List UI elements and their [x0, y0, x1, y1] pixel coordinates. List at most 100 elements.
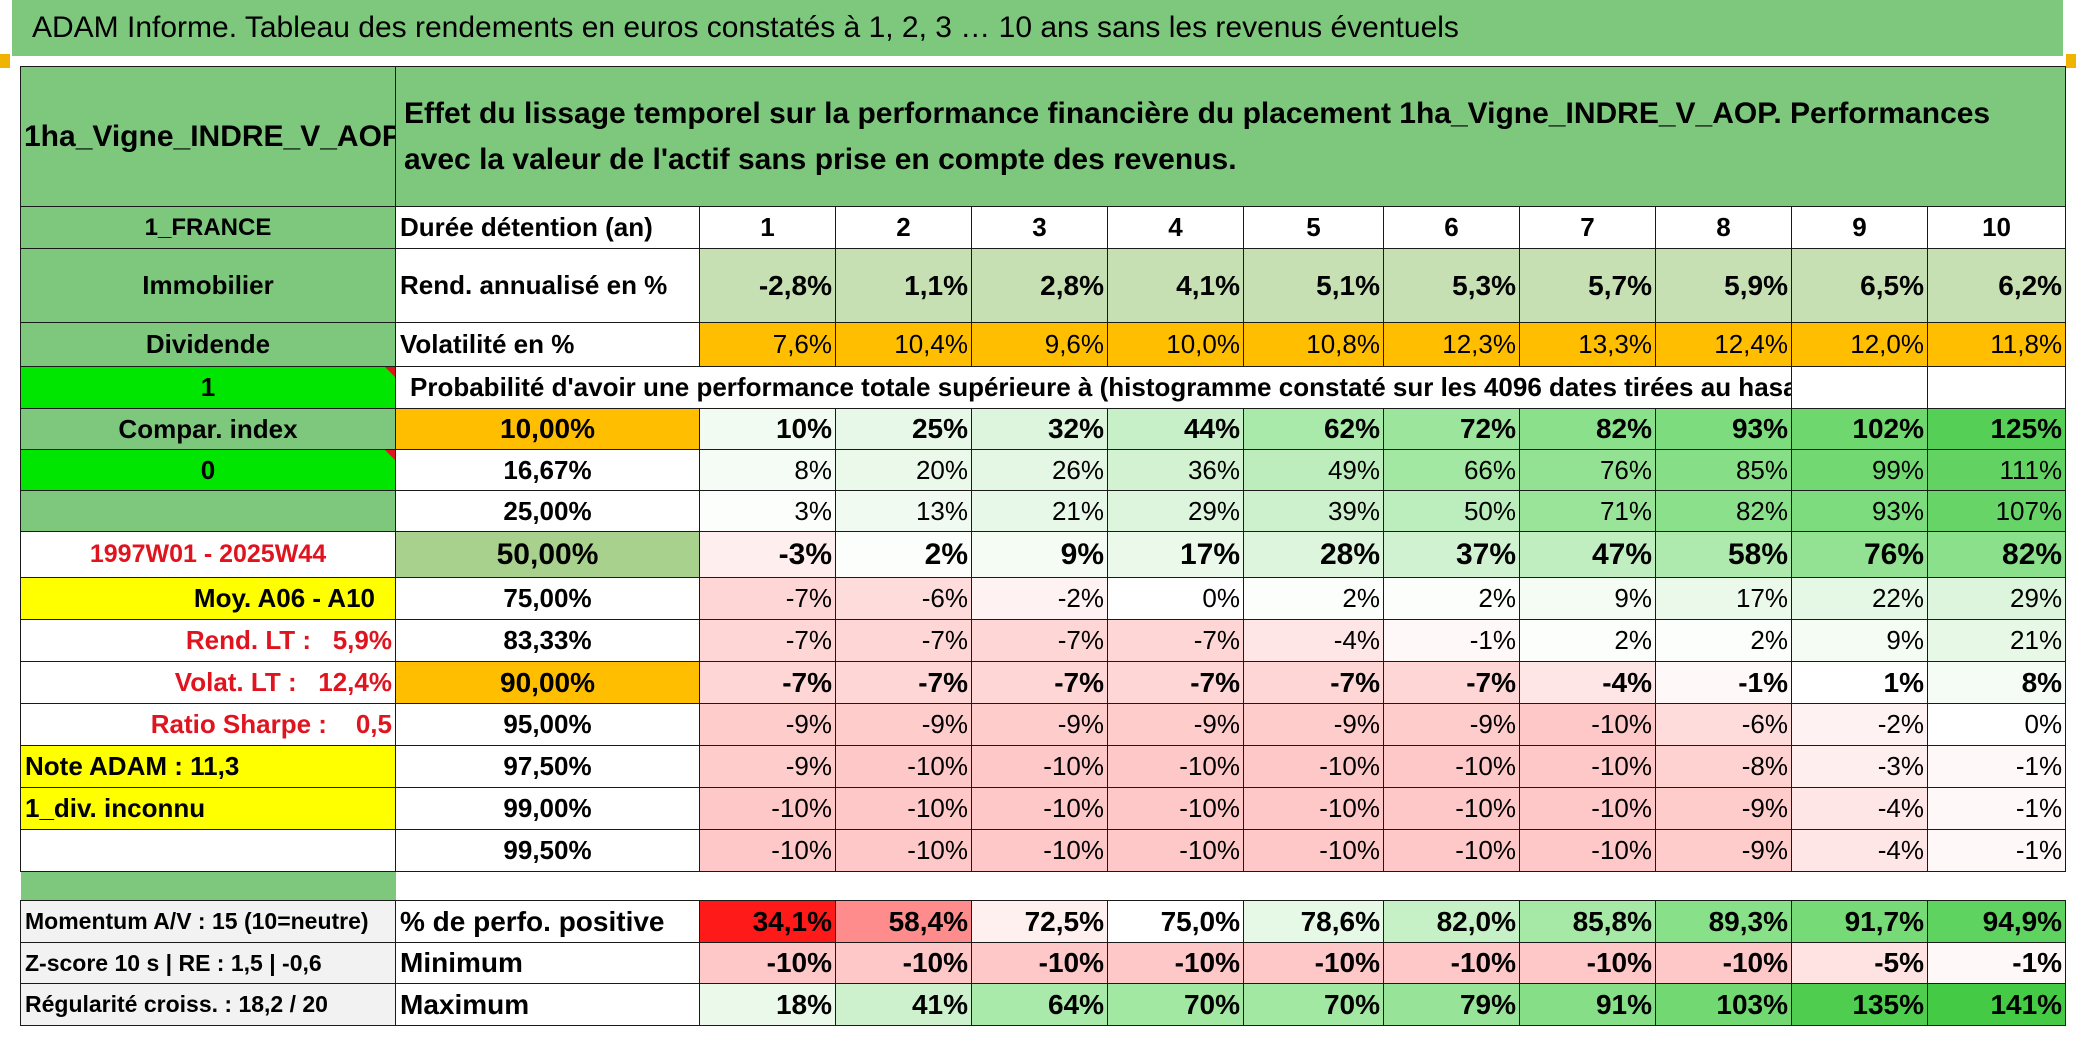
prob-value: -7%: [699, 661, 836, 704]
prob-value: 32%: [971, 408, 1108, 450]
empty-cell: [1926, 366, 2067, 409]
prob-threshold: 95,00%: [395, 703, 700, 746]
prob-value: -9%: [1655, 787, 1792, 830]
vol-value: 10,4%: [835, 322, 972, 367]
rend-value: -2,8%: [699, 248, 836, 323]
prob-value: -1%: [1655, 661, 1792, 704]
zscore-label: Z-score 10 s | RE : 1,5 | -0,6: [20, 942, 396, 984]
prob-value: 66%: [1383, 449, 1520, 491]
minimum-value: -10%: [1383, 942, 1520, 984]
rend-value: 6,5%: [1791, 248, 1928, 323]
note-label: Note ADAM : 11,3: [20, 745, 396, 788]
prob-value: -9%: [1655, 829, 1792, 872]
prob-value: -10%: [1243, 829, 1384, 872]
prob-value: 111%: [1926, 449, 2067, 491]
minimum-label: Minimum: [395, 942, 700, 984]
prob-value: -7%: [971, 619, 1108, 662]
maximum-value: 70%: [1107, 983, 1244, 1026]
year-9-header: 9: [1791, 206, 1928, 249]
sharpe-label: Ratio Sharpe : 0,5: [20, 703, 396, 746]
vol-value: 11,8%: [1926, 322, 2067, 367]
positive-value: 75,0%: [1107, 900, 1244, 943]
probability-caption: Probabilité d'avoir une performance tota…: [395, 366, 1792, 409]
vol-value: 12,4%: [1655, 322, 1792, 367]
prob-row: Compar. index 10,00% 10% 25% 32% 44% 62%…: [20, 408, 2067, 450]
prob-value: -10%: [1107, 787, 1244, 830]
prob-value: 26%: [971, 449, 1108, 491]
prob-value: 2%: [1655, 619, 1792, 662]
regularite-label: Régularité croiss. : 18,2 / 20: [20, 983, 396, 1026]
minimum-row: Z-score 10 s | RE : 1,5 | -0,6 Minimum -…: [20, 942, 2067, 984]
prob-threshold: 83,33%: [395, 619, 700, 662]
prob-value: 0%: [1107, 577, 1244, 620]
zero-indicator: 0: [20, 449, 396, 491]
positive-row: Momentum A/V : 15 (10=neutre) % de perfo…: [20, 900, 2067, 943]
prob-row: 1_div. inconnu 99,00% -10% -10% -10% -10…: [20, 787, 2067, 830]
prob-threshold: 16,67%: [395, 449, 700, 491]
vol-label: Volatilité en %: [395, 322, 700, 367]
prob-value: -7%: [699, 577, 836, 620]
maximum-value: 141%: [1926, 983, 2067, 1026]
prob-value: -10%: [835, 745, 972, 788]
prob-value: -10%: [1519, 829, 1656, 872]
year-7-header: 7: [1519, 206, 1656, 249]
prob-row: Volat. LT : 12,4% 90,00% -7% -7% -7% -7%…: [20, 661, 2067, 704]
rend-value: 5,9%: [1655, 248, 1792, 323]
prob-value: 39%: [1243, 490, 1384, 532]
prob-value: -9%: [699, 703, 836, 746]
category-label: Immobilier: [20, 248, 396, 323]
blank-label: [20, 490, 396, 532]
vol-value: 13,3%: [1519, 322, 1656, 367]
prob-value: 22%: [1791, 577, 1928, 620]
year-1-header: 1: [699, 206, 836, 249]
prob-value: 37%: [1383, 531, 1520, 578]
prob-row: 1997W01 - 2025W44 50,00% -3% 2% 9% 17% 2…: [20, 531, 2067, 578]
prob-value: 28%: [1243, 531, 1384, 578]
rend-row: Immobilier Rend. annualisé en % -2,8% 1,…: [20, 248, 2067, 323]
prob-value: 49%: [1243, 449, 1384, 491]
report-title: ADAM Informe. Tableau des rendements en …: [12, 0, 2063, 56]
spacer-blank: [396, 872, 2066, 901]
positive-value: 82,0%: [1383, 900, 1520, 943]
vol-row: Dividende Volatilité en % 7,6% 10,4% 9,6…: [20, 322, 2067, 367]
maximum-value: 91%: [1519, 983, 1656, 1026]
maximum-value: 103%: [1655, 983, 1792, 1026]
prob-value: -9%: [835, 703, 972, 746]
vol-value: 10,8%: [1243, 322, 1384, 367]
positive-value: 85,8%: [1519, 900, 1656, 943]
maximum-value: 41%: [835, 983, 972, 1026]
moy-label: Moy. A06 - A10: [20, 577, 396, 620]
prob-value: -10%: [1107, 829, 1244, 872]
prob-value: -10%: [835, 787, 972, 830]
positive-label: % de perfo. positive: [395, 900, 700, 943]
prob-threshold: 97,50%: [395, 745, 700, 788]
prob-value: 17%: [1107, 531, 1244, 578]
prob-value: -10%: [1519, 787, 1656, 830]
prob-value: 85%: [1655, 449, 1792, 491]
performance-table: 1ha_Vigne_INDRE_V_AOP Effet du lissage t…: [20, 66, 2067, 1026]
prob-value: -7%: [1243, 661, 1384, 704]
prob-value: -8%: [1655, 745, 1792, 788]
prob-value: -10%: [971, 829, 1108, 872]
prob-row: Ratio Sharpe : 0,5 95,00% -9% -9% -9% -9…: [20, 703, 2067, 746]
minimum-value: -5%: [1791, 942, 1928, 984]
prob-value: -4%: [1519, 661, 1656, 704]
prob-value: -10%: [699, 787, 836, 830]
prob-value: -9%: [1243, 703, 1384, 746]
prob-value: 99%: [1791, 449, 1928, 491]
prob-value: 82%: [1519, 408, 1656, 450]
year-10-header: 10: [1926, 206, 2067, 249]
period-label: 1997W01 - 2025W44: [20, 531, 396, 578]
year-8-header: 8: [1655, 206, 1792, 249]
prob-value: -7%: [1383, 661, 1520, 704]
prob-value: -1%: [1383, 619, 1520, 662]
prob-threshold: 50,00%: [395, 531, 700, 578]
prob-value: -7%: [1107, 661, 1244, 704]
prob-value: 93%: [1791, 490, 1928, 532]
rend-value: 1,1%: [835, 248, 972, 323]
year-4-header: 4: [1107, 206, 1244, 249]
prob-value: -10%: [1383, 745, 1520, 788]
prob-value: -6%: [835, 577, 972, 620]
prob-value: 21%: [1926, 619, 2067, 662]
minimum-value: -10%: [835, 942, 972, 984]
